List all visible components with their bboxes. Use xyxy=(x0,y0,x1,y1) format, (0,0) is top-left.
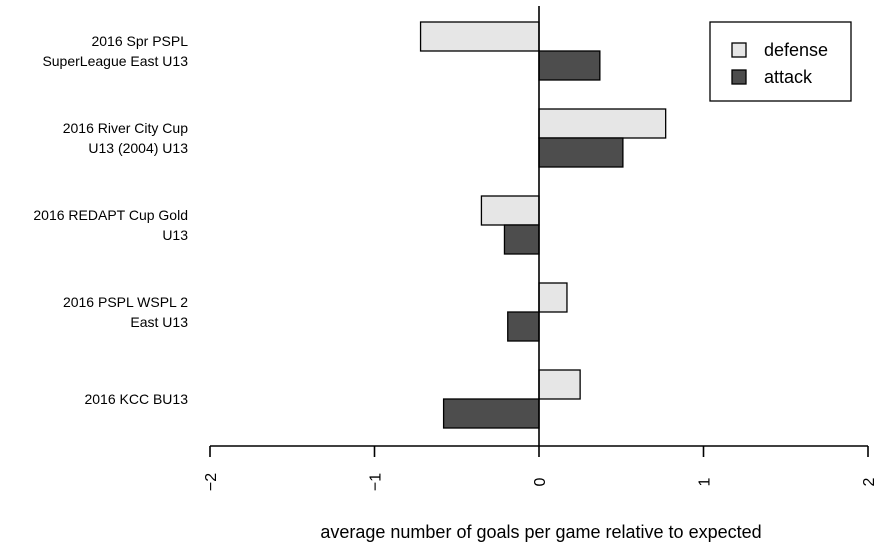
category-label-5-line-1: 2016 KCC BU13 xyxy=(84,391,188,407)
bar-attack-3 xyxy=(503,224,540,255)
category-label-4-line-2: East U13 xyxy=(130,314,188,330)
x-axis-title: average number of goals per game relativ… xyxy=(320,522,761,542)
bar-attack-1 xyxy=(538,50,601,81)
bar-defense-4 xyxy=(538,282,568,313)
bar-attack-5 xyxy=(442,398,540,429)
legend-label-attack: attack xyxy=(764,67,813,87)
category-label-4-line-1: 2016 PSPL WSPL 2 xyxy=(63,294,188,310)
bar-attack-2 xyxy=(538,137,624,168)
legend: defense attack xyxy=(709,21,852,102)
x-tick-label: −2 xyxy=(203,473,220,491)
bar-attack-4 xyxy=(507,311,540,342)
x-tick-label: −1 xyxy=(368,473,385,491)
bar-defense-5 xyxy=(538,369,581,400)
legend-box xyxy=(709,21,852,102)
category-label-1-line-2: SuperLeague East U13 xyxy=(42,53,188,69)
category-label-2-line-2: U13 (2004) U13 xyxy=(88,140,188,156)
bar-defense-3 xyxy=(480,195,540,226)
category-label-3-line-1: 2016 REDAPT Cup Gold xyxy=(33,207,188,223)
bar-defense-2 xyxy=(538,108,667,139)
x-axis: −2 −1 0 1 2 xyxy=(203,445,878,491)
x-tick-label: 2 xyxy=(861,477,878,486)
x-tick-label: 1 xyxy=(697,477,714,486)
legend-label-defense: defense xyxy=(764,40,828,60)
category-label-3-line-2: U13 xyxy=(162,227,188,243)
legend-swatch-defense xyxy=(731,42,747,58)
category-label-2-line-1: 2016 River City Cup xyxy=(63,120,188,136)
category-label-1-line-1: 2016 Spr PSPL xyxy=(91,33,188,49)
category-labels: 2016 Spr PSPL SuperLeague East U13 2016 Ri… xyxy=(33,33,188,407)
legend-swatch-attack xyxy=(731,69,747,85)
bars-group xyxy=(419,21,667,429)
bar-defense-1 xyxy=(419,21,540,52)
x-tick-label: 0 xyxy=(532,477,549,486)
